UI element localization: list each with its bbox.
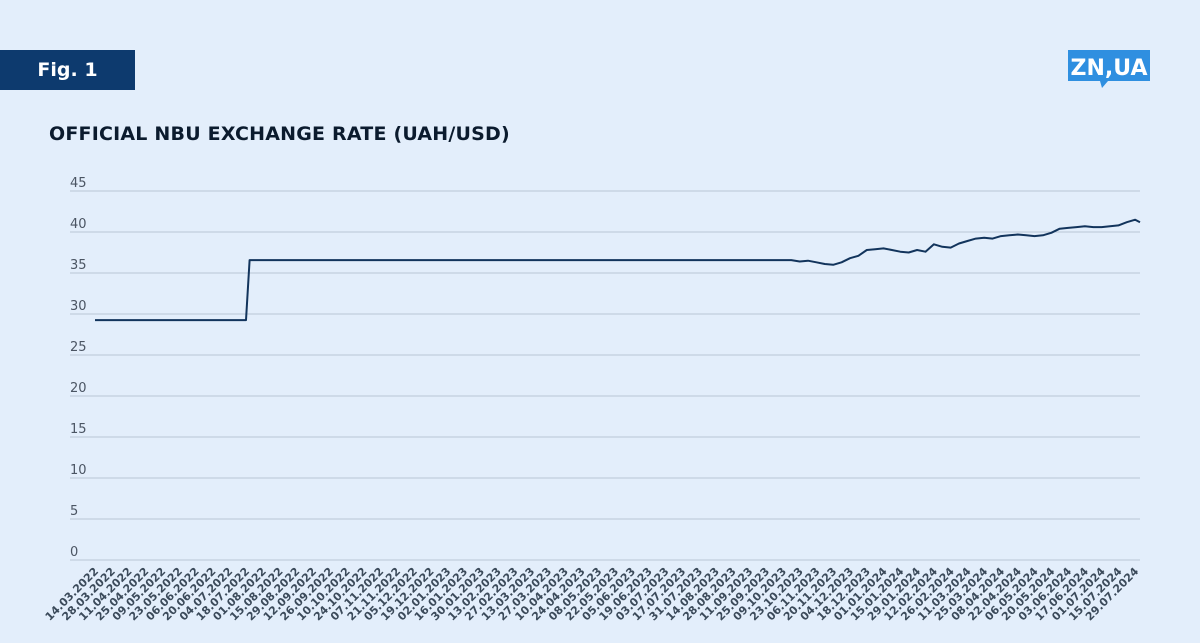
y-tick-label: 45	[70, 176, 87, 191]
y-tick-label: 25	[70, 340, 87, 355]
y-tick-label: 30	[70, 299, 87, 314]
y-tick-label: 20	[70, 381, 87, 396]
y-tick-label: 10	[70, 463, 87, 478]
y-tick-label: 0	[70, 545, 78, 560]
series-line-uah-usd	[95, 218, 1141, 322]
y-tick-label: 15	[70, 422, 87, 437]
figure-label: Fig. 1	[0, 50, 135, 90]
y-tick-label: 40	[70, 217, 87, 232]
zn-ua-logo: ZN,UA	[1068, 50, 1150, 88]
grid-lines	[70, 190, 1140, 561]
y-axis-ticks: 0 5 10 15 20 25 30 35 40 45	[70, 176, 87, 560]
x-axis-ticks: 14.03.202228.03.202211.04.202225.04.2022…	[43, 565, 1142, 624]
chart-title: OFFICIAL NBU EXCHANGE RATE (UAH/USD)	[49, 123, 510, 145]
y-tick-label: 35	[70, 258, 87, 273]
logo-text: ZN,UA	[1071, 56, 1148, 81]
y-tick-label: 5	[70, 504, 78, 519]
